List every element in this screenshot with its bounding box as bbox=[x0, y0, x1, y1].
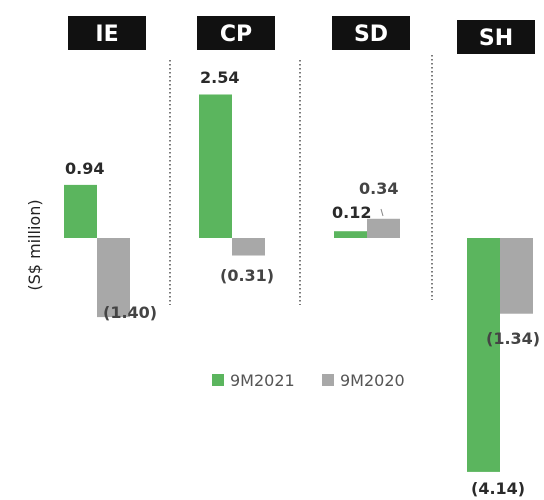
value-label-9m2021-sd: 0.12 bbox=[332, 203, 371, 222]
category-tag-ie: IE bbox=[68, 16, 146, 50]
value-label-9m2020-cp: (0.31) bbox=[220, 266, 274, 285]
category-label-sd: SD bbox=[354, 22, 388, 47]
bar-9m2020-sh bbox=[500, 238, 533, 314]
legend-label-9m2021: 9M2021 bbox=[230, 371, 295, 390]
value-label-9m2021-ie: 0.94 bbox=[65, 159, 104, 178]
legend: 9M2021 9M2020 bbox=[212, 371, 405, 390]
value-label-9m2020-sh: (1.34) bbox=[486, 329, 540, 348]
bars bbox=[64, 94, 533, 472]
bar-9m2020-cp bbox=[232, 238, 265, 256]
category-label-sh: SH bbox=[479, 26, 513, 51]
category-tag-cp: CP bbox=[197, 16, 275, 50]
bar-9m2021-cp bbox=[199, 94, 232, 239]
y-axis-label: (S$ million) bbox=[25, 199, 44, 290]
category-label-ie: IE bbox=[95, 22, 118, 47]
bar-9m2021-sd bbox=[334, 231, 367, 238]
bar-9m2021-sh bbox=[467, 238, 500, 472]
bar-9m2020-ie bbox=[97, 238, 130, 318]
category-label-cp: CP bbox=[220, 22, 252, 47]
category-tag-sd: SD bbox=[332, 16, 410, 50]
legend-swatch-9m2021 bbox=[212, 374, 224, 386]
legend-swatch-9m2020 bbox=[322, 374, 334, 386]
bar-9m2021-ie bbox=[64, 184, 97, 238]
value-label-9m2021-cp: 2.54 bbox=[200, 68, 239, 87]
category-tag-sh: SH bbox=[457, 20, 535, 54]
legend-label-9m2020: 9M2020 bbox=[340, 371, 405, 390]
value-label-9m2021-sh: (4.14) bbox=[471, 479, 525, 498]
value-label-9m2020-sd: 0.34 bbox=[359, 179, 398, 198]
value-label-9m2020-ie: (1.40) bbox=[103, 303, 157, 322]
sd-label-leader bbox=[380, 208, 384, 217]
bar-9m2020-sd bbox=[367, 218, 400, 238]
